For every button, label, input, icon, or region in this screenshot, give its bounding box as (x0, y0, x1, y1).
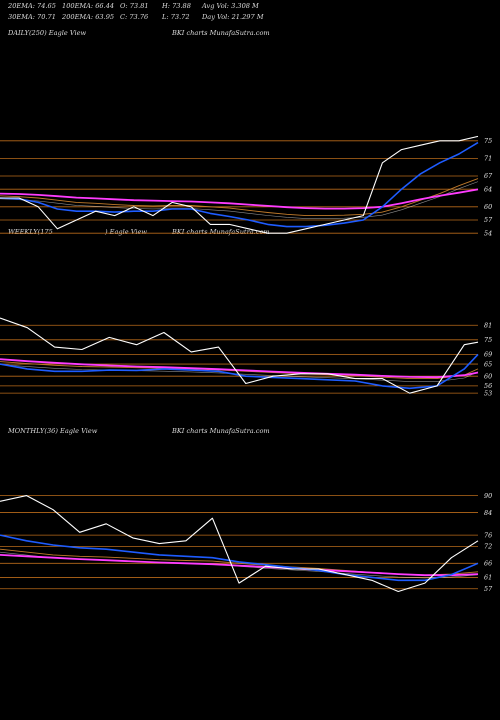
stat-ema100: 100EMA: 66.44 (62, 2, 115, 10)
weekly-y-tick-label: 60 (484, 372, 492, 380)
daily-ema100-line (0, 178, 479, 217)
stat-day-vol: Day Vol: 21.297 M (202, 13, 264, 21)
stat-ema30: 30EMA: 70.71 (8, 13, 56, 21)
weekly-ema-band-line (0, 364, 479, 382)
monthly-y-tick-label: 61 (484, 574, 492, 582)
daily-panel-source: BKI charts MunafaSutra.com (172, 29, 270, 37)
weekly-y-tick-label: 69 (484, 351, 492, 359)
stat-close: C: 73.76 (120, 13, 149, 21)
daily-price-line (0, 135, 479, 234)
stat-avg-vol: Avg Vol: 3.308 M (202, 2, 259, 10)
daily-ema200-line (0, 188, 479, 210)
monthly-panel-source: BKI charts MunafaSutra.com (172, 427, 270, 435)
weekly-ema200-line (0, 358, 479, 379)
daily-ema-band-line (0, 181, 479, 219)
weekly-panel-label: WEEKLY(175 (8, 228, 53, 236)
daily-y-tick-label: 60 (484, 203, 492, 211)
monthly-y-tick-label: 72 (484, 543, 492, 551)
daily-y-tick-label: 54 (484, 229, 492, 237)
monthly-y-tick-label: 84 (484, 509, 492, 517)
daily-y-tick-label: 64 (484, 185, 492, 193)
monthly-y-tick-label: 66 (484, 560, 492, 568)
monthly-ema200-line (0, 554, 479, 577)
daily-y-tick-label: 67 (484, 172, 493, 180)
weekly-y-tick-label: 81 (484, 321, 492, 329)
weekly-panel-label-2: ) Eagle View (105, 228, 148, 236)
daily-panel-label: DAILY(250) Eagle View (8, 29, 87, 37)
stat-open: O: 73.81 (120, 2, 149, 10)
daily-ema20-line (0, 141, 479, 228)
monthly-y-tick-label: 76 (484, 531, 492, 539)
monthly-y-tick-label: 90 (484, 492, 492, 500)
stat-high: H: 73.88 (162, 2, 191, 10)
monthly-panel-label: MONTHLY(36) Eagle View (8, 427, 98, 435)
weekly-y-tick-label: 65 (484, 360, 492, 368)
stat-low: L: 73.72 (162, 13, 190, 21)
stat-ema200: 200EMA: 63.95 (62, 13, 115, 21)
weekly-y-tick-label: 56 (484, 382, 492, 390)
weekly-ema20-line (0, 353, 479, 390)
weekly-y-tick-label: 53 (484, 389, 492, 397)
monthly-ema20-line (0, 534, 479, 582)
daily-y-tick-label: 71 (484, 155, 492, 163)
weekly-panel-source: BKI charts MunafaSutra.com (172, 228, 270, 236)
monthly-y-tick-label: 57 (484, 585, 493, 593)
weekly-price-line (0, 317, 479, 394)
monthly-price-line (0, 495, 479, 593)
daily-y-tick-label: 75 (484, 137, 492, 145)
stat-ema20: 20EMA: 74.65 (8, 2, 56, 10)
daily-y-tick-label: 57 (484, 216, 493, 224)
weekly-y-tick-label: 75 (484, 336, 492, 344)
